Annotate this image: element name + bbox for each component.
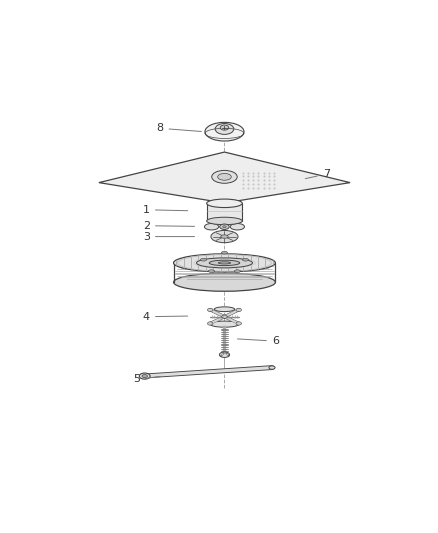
Ellipse shape (139, 373, 150, 379)
Text: 1: 1 (143, 205, 188, 215)
Ellipse shape (222, 252, 227, 254)
Ellipse shape (207, 217, 242, 225)
Text: 5: 5 (133, 375, 161, 384)
Ellipse shape (210, 321, 239, 327)
Ellipse shape (211, 230, 238, 243)
Text: 6: 6 (237, 336, 279, 346)
Ellipse shape (201, 259, 207, 261)
Ellipse shape (142, 375, 148, 377)
Ellipse shape (173, 254, 276, 272)
Ellipse shape (214, 307, 235, 312)
Ellipse shape (208, 308, 213, 312)
Ellipse shape (207, 199, 242, 207)
Ellipse shape (197, 258, 252, 268)
FancyBboxPatch shape (207, 203, 242, 221)
Polygon shape (99, 152, 350, 203)
Ellipse shape (218, 173, 231, 180)
Text: 3: 3 (143, 231, 194, 241)
Ellipse shape (220, 224, 229, 229)
Ellipse shape (208, 270, 215, 272)
Ellipse shape (205, 223, 219, 230)
Ellipse shape (219, 262, 230, 264)
Ellipse shape (212, 171, 237, 183)
Ellipse shape (208, 322, 213, 325)
Ellipse shape (223, 225, 226, 228)
Ellipse shape (221, 235, 228, 238)
Text: 8: 8 (156, 123, 201, 133)
Ellipse shape (242, 259, 248, 261)
Ellipse shape (236, 322, 241, 325)
Ellipse shape (220, 125, 229, 130)
Ellipse shape (230, 223, 244, 230)
Ellipse shape (209, 260, 240, 265)
Ellipse shape (269, 366, 275, 369)
Ellipse shape (234, 270, 240, 272)
Ellipse shape (215, 124, 234, 134)
Ellipse shape (222, 315, 227, 318)
Text: 2: 2 (143, 221, 194, 231)
Ellipse shape (219, 352, 230, 358)
Text: 7: 7 (305, 169, 330, 179)
Ellipse shape (173, 273, 276, 291)
Text: 4: 4 (143, 312, 188, 322)
Ellipse shape (236, 308, 241, 312)
Ellipse shape (205, 123, 244, 141)
